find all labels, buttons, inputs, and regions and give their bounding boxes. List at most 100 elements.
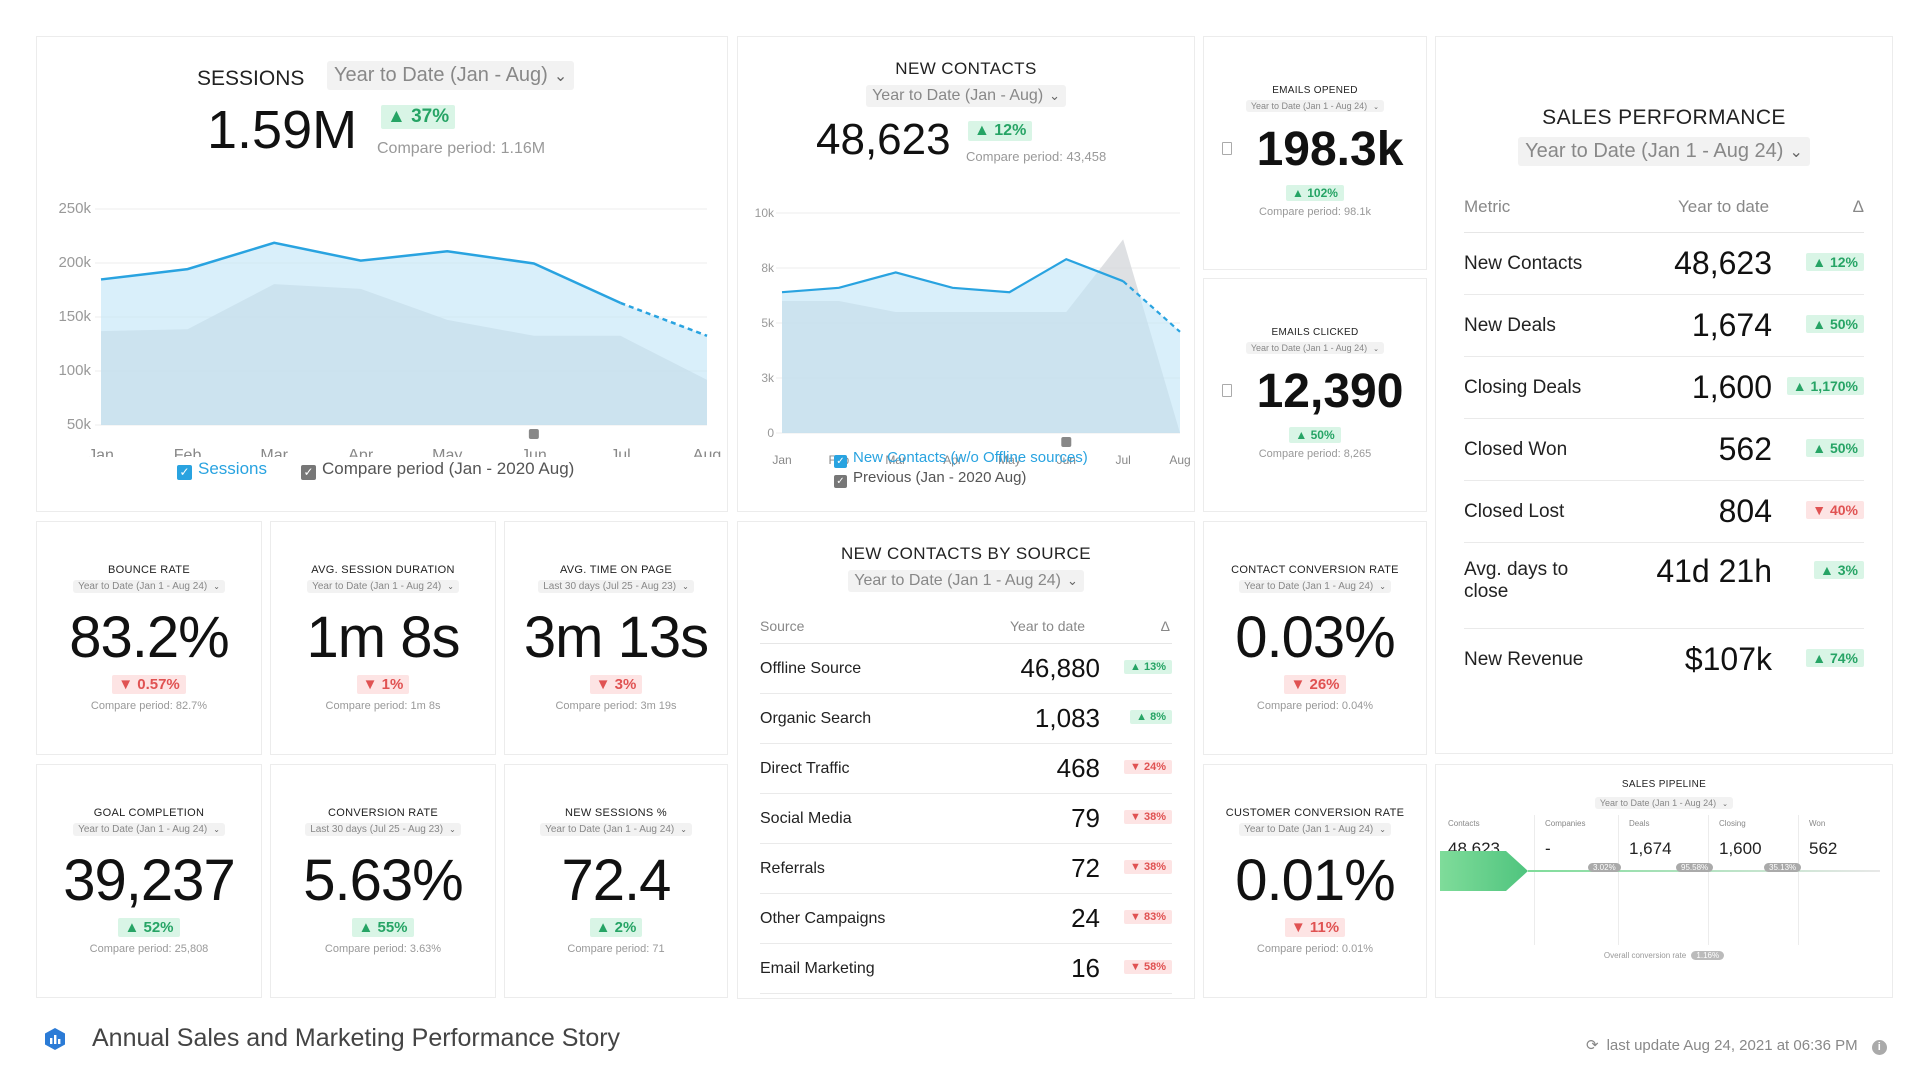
contacts-current-area [782, 259, 1180, 433]
source-label: Referrals [760, 860, 825, 877]
contact-conversion-period-label: Year to Date (Jan 1 - Aug 24) [1244, 581, 1374, 592]
chevron-down-icon: ⌄ [1049, 88, 1060, 103]
sessions-y-tick-label: 250k [58, 200, 91, 217]
contacts-x-tick-label: Jul [1115, 453, 1130, 467]
sales-performance-row: New Contacts 48,623 ▲ 12% [1464, 233, 1864, 295]
bounce-rate-card: BOUNCE RATE Year to Date (Jan 1 - Aug 24… [36, 521, 262, 755]
sales-pipeline-date-selector[interactable]: Year to Date (Jan 1 - Aug 24) ⌄ [1594, 797, 1734, 809]
sales-performance-row: New Deals 1,674 ▲ 50% [1464, 295, 1864, 357]
chevron-down-icon: ⌄ [1066, 573, 1078, 588]
source-delta-badge: ▼ 83% [1124, 910, 1172, 924]
new-sessions-compare: Compare period: 71 [567, 943, 665, 955]
emails-clicked-row: 12,390 [1204, 364, 1426, 419]
emails-opened-delta: 102% [1307, 186, 1338, 200]
sales-performance-header: Metric Year to date Δ [1464, 193, 1864, 233]
new-sessions-date-selector[interactable]: Year to Date (Jan 1 - Aug 24) ⌄ [540, 823, 692, 836]
last-update-text: last update Aug 24, 2021 at 06:36 PM [1606, 1037, 1858, 1054]
new-contacts-legend-current[interactable]: ✓ New Contacts (w/o Offline sources) [834, 449, 1088, 468]
sessions-compare: Compare period: 1.16M [377, 140, 546, 157]
checkbox-icon: ✓ [834, 455, 847, 468]
avg-time-on-page-delta-badge: ▼ 3% [589, 675, 643, 694]
emails-clicked-date-selector[interactable]: Year to Date (Jan 1 - Aug 24) ⌄ [1245, 342, 1385, 354]
goal-completion-delta-badge: ▲ 52% [118, 918, 180, 937]
new-contacts-date-selector[interactable]: Year to Date (Jan - Aug) ⌄ [866, 85, 1066, 107]
avg-time-on-page-value: 3m 13s [523, 605, 709, 670]
chevron-down-icon: ⌄ [1373, 344, 1380, 353]
customer-conversion-title: CUSTOMER CONVERSION RATE [1225, 807, 1405, 819]
avg-time-on-page-card: AVG. TIME ON PAGE Last 30 days (Jul 25 -… [504, 521, 728, 755]
bounce-rate-date-selector[interactable]: Year to Date (Jan 1 - Aug 24) ⌄ [73, 580, 225, 593]
metric-value: 41d 21h [1656, 553, 1772, 589]
goal-completion-delta: 52% [143, 919, 174, 936]
sessions-x-tick-label: Aug [693, 447, 721, 457]
info-icon[interactable]: i [1871, 1040, 1887, 1055]
sales-pipeline-funnel [1440, 851, 1880, 891]
pipeline-stage-label: Deals [1629, 819, 1650, 828]
sessions-legend-current-label: Sessions [198, 459, 267, 478]
avg-session-duration-title: AVG. SESSION DURATION [311, 564, 455, 576]
emails-clicked-title: EMAILS CLICKED [1271, 327, 1359, 338]
metric-label: New Deals [1464, 315, 1556, 336]
metric-delta-badge: ▼ 40% [1806, 501, 1864, 519]
pipeline-stage-value: 1,674 [1629, 839, 1672, 858]
checkbox-icon: ✓ [834, 475, 847, 488]
contacts-y-tick-label: 0 [767, 426, 774, 440]
emails-opened-title: EMAILS OPENED [1272, 85, 1358, 96]
contacts-by-source-title: NEW CONTACTS BY SOURCE [841, 544, 1091, 563]
sales-performance-row: Closing Deals 1,600 ▲ 1,170% [1464, 357, 1864, 419]
annotation-marker-icon [528, 429, 539, 439]
contacts-forecast-line [1122, 280, 1181, 333]
last-update: ⟳ last update Aug 24, 2021 at 06:36 PM i [1586, 1036, 1887, 1055]
sales-performance-card: SALES PERFORMANCE Year to Date (Jan 1 - … [1435, 36, 1893, 754]
conversion-rate-date-selector[interactable]: Last 30 days (Jul 25 - Aug 23) ⌄ [305, 823, 461, 836]
metric-value: 1,600 [1691, 369, 1772, 405]
pipeline-stage-label: Companies [1545, 819, 1586, 828]
metric-label: New Revenue [1464, 649, 1584, 670]
pipeline-stage-value: - [1545, 839, 1551, 858]
source-label: Direct Traffic [760, 760, 850, 777]
source-label: Organic Search [760, 710, 872, 727]
new-contacts-delta-badge: ▲ 12% [968, 121, 1033, 141]
conversion-rate-delta-badge: ▲ 55% [352, 918, 414, 937]
sessions-x-tick-label: Apr [348, 447, 374, 457]
source-value: 16 [1071, 953, 1100, 983]
sessions-date-selector[interactable]: Year to Date (Jan - Aug) ⌄ [327, 61, 575, 90]
emails-clicked-delta-badge: ▲ 50% [1289, 427, 1341, 443]
avg-time-on-page-period-label: Last 30 days (Jul 25 - Aug 23) [543, 581, 677, 592]
pipeline-stage-label: Closing [1719, 819, 1746, 828]
emails-opened-date-selector[interactable]: Year to Date (Jan 1 - Aug 24) ⌄ [1245, 100, 1385, 112]
pipeline-rate-badge: 3.02% [1588, 863, 1621, 872]
source-label: Offline Source [760, 660, 862, 677]
new-contacts-legend-compare[interactable]: ✓ Previous (Jan - 2020 Aug) [834, 469, 1026, 488]
avg-session-duration-date-selector[interactable]: Year to Date (Jan 1 - Aug 24) ⌄ [307, 580, 459, 593]
contacts-by-source-date-selector[interactable]: Year to Date (Jan 1 - Aug 24) ⌄ [848, 570, 1084, 592]
emails-clicked-compare: Compare period: 8,265 [1258, 448, 1372, 460]
metric-label: Closed Lost [1464, 501, 1565, 522]
emails-clicked-value: 12,390 [1256, 365, 1404, 418]
goal-completion-date-selector[interactable]: Year to Date (Jan 1 - Aug 24) ⌄ [73, 823, 225, 836]
sales-performance-date-selector[interactable]: Year to Date (Jan 1 - Aug 24) ⌄ [1518, 137, 1810, 166]
avg-time-on-page-date-selector[interactable]: Last 30 days (Jul 25 - Aug 23) ⌄ [538, 580, 694, 593]
refresh-icon[interactable]: ⟳ [1586, 1037, 1599, 1054]
sessions-x-tick-label: May [432, 447, 462, 457]
contact-conversion-date-selector[interactable]: Year to Date (Jan 1 - Aug 24) ⌄ [1239, 580, 1391, 593]
pipeline-stage-label: Contacts [1448, 819, 1480, 828]
sessions-legend-current[interactable]: ✓ Sessions [177, 459, 267, 480]
source-value: 72 [1071, 853, 1100, 883]
new-contacts-chart: 10k8k5k3k0JanFebMarAprMayJunJulAug [755, 206, 1191, 467]
chevron-down-icon: ⌄ [1722, 799, 1729, 808]
goal-completion-compare: Compare period: 25,808 [89, 943, 209, 955]
metric-label: Closed Won [1464, 439, 1568, 460]
contacts-by-source-header: Source Year to date Δ [760, 616, 1172, 644]
chevron-down-icon: ⌄ [213, 582, 220, 591]
chevron-down-icon: ⌄ [1379, 582, 1386, 591]
sales-performance-table: New Contacts 48,623 ▲ 12% New Deals 1,674 ▲ 5… [1464, 233, 1864, 713]
checkbox-icon: ✓ [177, 465, 192, 480]
emails-clicked-card: EMAILS CLICKED Year to Date (Jan 1 - Aug… [1203, 278, 1427, 512]
sales-performance-row: Avg. days to close 41d 21h ▲ 3% [1464, 543, 1864, 629]
source-value: 24 [1071, 903, 1100, 933]
column-header-year-to-date: Year to date [1678, 197, 1770, 216]
sessions-legend-compare[interactable]: ✓ Compare period (Jan - 2020 Aug) [301, 459, 574, 480]
customer-conversion-date-selector[interactable]: Year to Date (Jan 1 - Aug 24) ⌄ [1239, 823, 1391, 836]
avg-session-duration-delta-badge: ▼ 1% [356, 675, 410, 694]
